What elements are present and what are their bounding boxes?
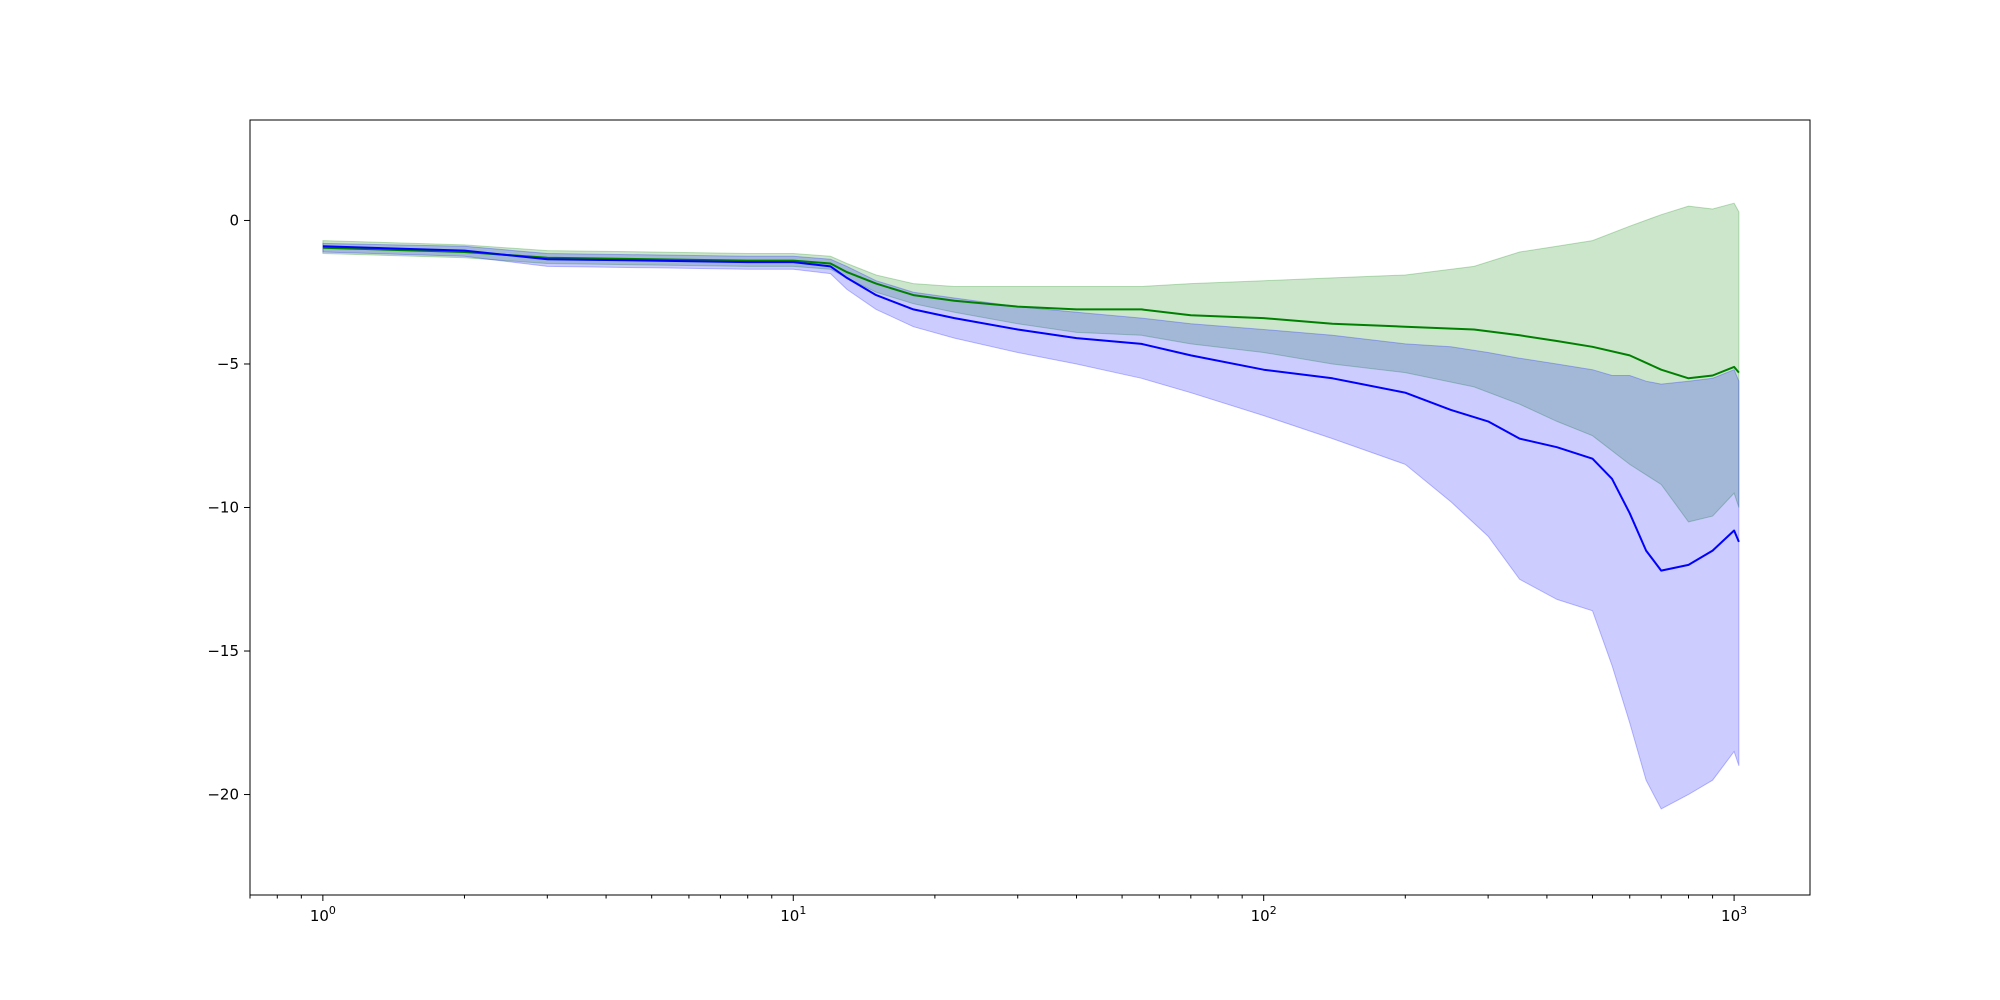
y-tick-label: 0 [229,211,239,229]
series-0-line [322,246,1740,380]
x-tick-label: 102 [1251,904,1277,925]
series-0-band [322,202,1740,523]
y-tick-label: −10 [207,499,239,517]
y-tick-label: −15 [207,642,239,660]
x-tick-label: 101 [780,904,806,925]
series-lines [322,245,1740,572]
series-1-line [322,245,1740,572]
y-axis: 0 −5 −10 −15 −20 [207,211,250,804]
x-tick-label: 100 [310,904,336,925]
x-tick-label: 103 [1721,904,1747,925]
confidence-bands [322,202,1740,810]
x-axis: 100 101 102 103 [249,895,1747,925]
series-1-band [322,242,1740,810]
y-tick-label: −20 [207,786,239,804]
y-tick-label: −5 [217,355,239,373]
